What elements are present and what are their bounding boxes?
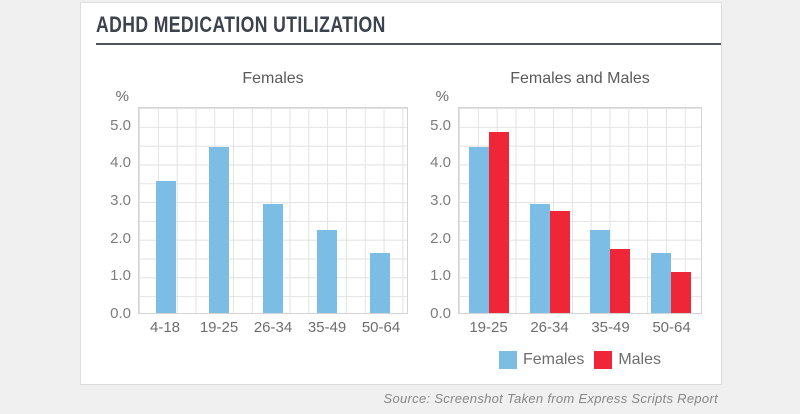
bar-group-50-64 bbox=[353, 108, 407, 313]
y-tick-label: 2.0 bbox=[430, 229, 451, 247]
y-tick-label: 5.0 bbox=[430, 116, 451, 134]
y-tick-label: 4.0 bbox=[110, 154, 131, 172]
bar-males-19-25 bbox=[489, 132, 510, 313]
source-note: Source: Screenshot Taken from Express Sc… bbox=[383, 391, 718, 406]
x-tick-label: 35-49 bbox=[591, 319, 630, 336]
y-axis: % 0.0 1.0 2.0 3.0 4.0 5.0 bbox=[421, 88, 458, 322]
x-tick-label: 19-25 bbox=[469, 319, 508, 336]
bar-group-35-49 bbox=[300, 108, 354, 313]
plot-area bbox=[458, 107, 702, 314]
bar-group-26-34 bbox=[520, 108, 581, 313]
y-tick-label: 1.0 bbox=[110, 267, 131, 285]
bar-females-50-64 bbox=[650, 253, 671, 313]
x-axis: 4-18 19-25 26-34 35-49 50-64 bbox=[138, 318, 408, 338]
chart-title: Females bbox=[242, 70, 304, 87]
bar-females-19-25 bbox=[209, 147, 230, 313]
charts-row: Females% 0.0 1.0 2.0 3.0 4.0 5.0 4-18 19-25 26-34… bbox=[96, 69, 721, 369]
bar-chart-females-and-males: Females and Males% 0.0 1.0 2.0 3.0 4.0 5.0 19-2… bbox=[421, 69, 702, 369]
y-tick-label: 2.0 bbox=[110, 229, 131, 247]
bar-females-50-64 bbox=[370, 253, 391, 313]
legend-item-males: Males bbox=[594, 351, 661, 369]
bar-group-50-64 bbox=[641, 108, 702, 313]
bar-group-4-18 bbox=[139, 108, 193, 313]
bar-chart-females: Females% 0.0 1.0 2.0 3.0 4.0 5.0 4-18 19-25 26-34… bbox=[96, 69, 408, 369]
percent-axis-label: % bbox=[115, 88, 129, 105]
bar-females-26-34 bbox=[529, 204, 550, 313]
y-tick-label: 0.0 bbox=[430, 305, 451, 322]
legend-label: Males bbox=[618, 351, 662, 368]
bar-males-35-49 bbox=[610, 249, 631, 313]
page-title: ADHD MEDICATION UTILIZATION bbox=[96, 13, 721, 37]
x-tick-label: 50-64 bbox=[652, 319, 691, 336]
x-tick-label: 26-34 bbox=[530, 319, 569, 336]
x-tick-label: 4-18 bbox=[149, 319, 181, 336]
x-axis: 19-25 26-34 35-49 50-64 bbox=[458, 318, 702, 338]
bar-males-26-34 bbox=[549, 211, 570, 313]
y-tick-label: 5.0 bbox=[110, 116, 131, 134]
plot-area bbox=[138, 107, 408, 314]
y-tick-label: 3.0 bbox=[430, 192, 451, 210]
bar-group-19-25 bbox=[459, 108, 520, 313]
bar-females-35-49 bbox=[316, 230, 337, 313]
bar-group-26-34 bbox=[246, 108, 300, 313]
page-title-text: ADHD MEDICATION UTILIZATION bbox=[96, 12, 386, 37]
y-tick-label: 0.0 bbox=[110, 305, 131, 322]
y-tick-label: 4.0 bbox=[430, 154, 451, 172]
chart-card: ADHD MEDICATION UTILIZATION Females% 0.0 1… bbox=[80, 2, 722, 385]
legend: Females Males bbox=[458, 351, 702, 369]
chart-title: Females and Males bbox=[510, 70, 650, 87]
x-tick-label: 26-34 bbox=[253, 319, 293, 336]
bar-females-26-34 bbox=[262, 204, 283, 313]
y-tick-label: 3.0 bbox=[110, 192, 131, 210]
legend-swatch-males bbox=[594, 351, 613, 369]
bar-females-19-25 bbox=[469, 147, 490, 313]
legend-swatch-females bbox=[498, 351, 517, 369]
bar-females-4-18 bbox=[155, 181, 176, 313]
bar-females-35-49 bbox=[590, 230, 611, 313]
legend-item-females: Females bbox=[498, 351, 585, 369]
x-tick-label: 19-25 bbox=[199, 319, 239, 336]
bar-group-35-49 bbox=[580, 108, 641, 313]
y-axis: % 0.0 1.0 2.0 3.0 4.0 5.0 bbox=[96, 88, 138, 322]
bar-group-19-25 bbox=[193, 108, 247, 313]
title-divider bbox=[96, 43, 721, 45]
bar-males-50-64 bbox=[670, 272, 691, 313]
x-tick-label: 35-49 bbox=[307, 319, 347, 336]
x-tick-label: 50-64 bbox=[361, 319, 401, 336]
y-tick-label: 1.0 bbox=[430, 267, 451, 285]
legend-label: Females bbox=[522, 351, 585, 368]
percent-axis-label: % bbox=[435, 88, 449, 105]
